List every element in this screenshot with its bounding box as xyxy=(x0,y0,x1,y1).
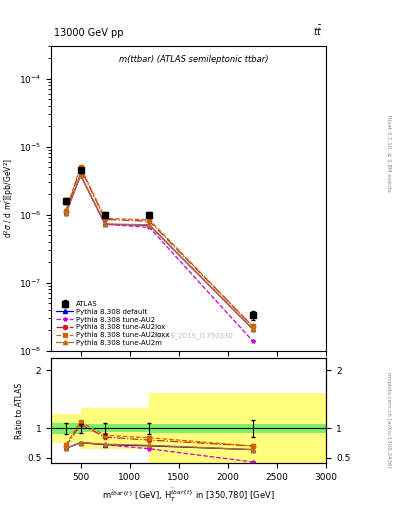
Line: Pythia 8.308 tune-AU2lox: Pythia 8.308 tune-AU2lox xyxy=(64,166,255,328)
Pythia 8.308 tune-AU2lox xyxy=(250,323,255,329)
Pythia 8.308 default xyxy=(147,222,152,228)
Y-axis label: Ratio to ATLAS: Ratio to ATLAS xyxy=(15,383,24,439)
Pythia 8.308 tune-AU2lox xyxy=(103,217,108,223)
Line: Pythia 8.308 tune-AU2: Pythia 8.308 tune-AU2 xyxy=(64,173,255,343)
Pythia 8.308 tune-AU2 xyxy=(103,221,108,227)
Text: mcplots.cern.ch [arXiv:1306.3436]: mcplots.cern.ch [arXiv:1306.3436] xyxy=(386,372,391,467)
Text: Rivet 3.1.10, ≥ 2.8M events: Rivet 3.1.10, ≥ 2.8M events xyxy=(386,115,391,192)
Y-axis label: d$^2\sigma$ / d m$^{\bar{t}}$][pb/GeV$^2$]: d$^2\sigma$ / d m$^{\bar{t}}$][pb/GeV$^2… xyxy=(0,158,16,239)
Pythia 8.308 tune-AU2m xyxy=(250,326,255,332)
Pythia 8.308 tune-AU2 xyxy=(64,210,68,216)
Pythia 8.308 tune-AU2m xyxy=(147,222,152,228)
Pythia 8.308 tune-AU2lox xyxy=(64,209,68,215)
Pythia 8.308 tune-AU2m xyxy=(78,172,83,178)
Pythia 8.308 tune-AU2loxx xyxy=(103,216,108,222)
Pythia 8.308 tune-AU2 xyxy=(78,172,83,178)
Pythia 8.308 tune-AU2loxx xyxy=(250,323,255,329)
Pythia 8.308 tune-AU2lox xyxy=(78,165,83,172)
Text: 13000 GeV pp: 13000 GeV pp xyxy=(54,29,123,38)
Pythia 8.308 tune-AU2m xyxy=(103,221,108,227)
Pythia 8.308 tune-AU2 xyxy=(250,338,255,344)
Pythia 8.308 default xyxy=(78,172,83,178)
Line: Pythia 8.308 tune-AU2loxx: Pythia 8.308 tune-AU2loxx xyxy=(64,165,255,328)
Pythia 8.308 tune-AU2 xyxy=(147,224,152,230)
Text: $t\bar{t}$: $t\bar{t}$ xyxy=(314,25,323,38)
Pythia 8.308 tune-AU2m xyxy=(64,210,68,216)
Pythia 8.308 tune-AU2loxx xyxy=(147,217,152,223)
Text: m(ttbar) (ATLAS semileptonic ttbar): m(ttbar) (ATLAS semileptonic ttbar) xyxy=(119,55,269,64)
Line: Pythia 8.308 default: Pythia 8.308 default xyxy=(64,173,255,331)
Pythia 8.308 tune-AU2loxx xyxy=(64,207,68,214)
Pythia 8.308 default xyxy=(103,221,108,227)
Line: Pythia 8.308 tune-AU2m: Pythia 8.308 tune-AU2m xyxy=(64,173,255,331)
Legend: ATLAS, Pythia 8.308 default, Pythia 8.308 tune-AU2, Pythia 8.308 tune-AU2lox, Py: ATLAS, Pythia 8.308 default, Pythia 8.30… xyxy=(55,300,171,347)
Pythia 8.308 tune-AU2loxx xyxy=(78,164,83,170)
X-axis label: m$^{\bar{t}bar\{t\}}$ [GeV], H$_T^{\bar{t}bar\{t\}}$ in [350,780] [GeV]: m$^{\bar{t}bar\{t\}}$ [GeV], H$_T^{\bar{… xyxy=(102,486,275,504)
Pythia 8.308 default xyxy=(250,326,255,332)
Text: ATLAS_2019_I1750330: ATLAS_2019_I1750330 xyxy=(154,332,234,338)
Pythia 8.308 default xyxy=(64,210,68,216)
Pythia 8.308 tune-AU2lox xyxy=(147,218,152,224)
